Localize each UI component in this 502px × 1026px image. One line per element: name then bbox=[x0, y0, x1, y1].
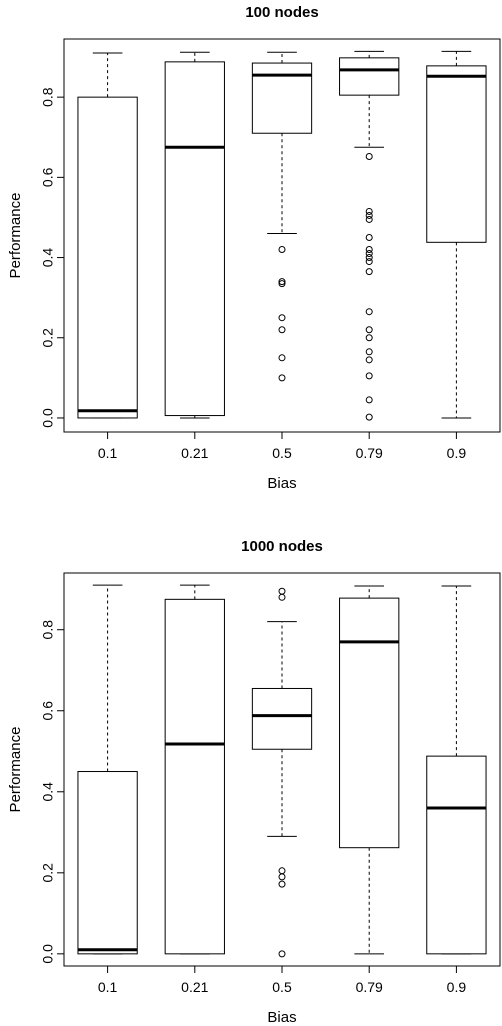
x-tick-label: 0.1 bbox=[98, 979, 118, 995]
outlier-point bbox=[278, 374, 286, 382]
x-tick-label: 0.1 bbox=[98, 445, 118, 461]
outlier-point bbox=[278, 354, 286, 362]
outlier-point bbox=[278, 278, 286, 286]
outlier-point bbox=[365, 413, 373, 421]
outlier-point bbox=[278, 280, 286, 288]
x-tick-label: 0.21 bbox=[181, 979, 208, 995]
outlier-point bbox=[278, 246, 286, 254]
box-iqr bbox=[77, 96, 138, 419]
outlier-point bbox=[278, 326, 286, 334]
outlier-point bbox=[365, 326, 373, 334]
box-iqr bbox=[251, 62, 313, 134]
outlier-point bbox=[365, 334, 373, 342]
box-iqr bbox=[339, 597, 400, 849]
y-tick-label: 0.0 bbox=[40, 944, 56, 964]
outlier-point bbox=[365, 250, 373, 258]
x-axis-label: Bias bbox=[267, 475, 296, 492]
outlier-point bbox=[365, 356, 373, 364]
x-tick-label: 0.9 bbox=[447, 979, 467, 995]
chart-title: 100 nodes bbox=[245, 4, 318, 21]
outlier-point bbox=[365, 215, 373, 223]
y-axis-label: Performance bbox=[7, 193, 24, 279]
outlier-point bbox=[278, 873, 286, 881]
outlier-point bbox=[365, 348, 373, 356]
box-iqr bbox=[77, 771, 138, 955]
outlier-point bbox=[365, 152, 373, 160]
outlier-point bbox=[365, 258, 373, 266]
outlier-point bbox=[365, 372, 373, 380]
outlier-point bbox=[278, 880, 286, 888]
y-tick-label: 0.4 bbox=[40, 782, 56, 802]
chart-title: 1000 nodes bbox=[241, 538, 323, 555]
y-tick-label: 0.8 bbox=[40, 87, 56, 107]
outlier-point bbox=[278, 867, 286, 875]
y-tick-label: 0.2 bbox=[40, 863, 56, 883]
outlier-point bbox=[365, 207, 373, 215]
outlier-point bbox=[365, 396, 373, 404]
outlier-point bbox=[365, 254, 373, 262]
x-tick-label: 0.21 bbox=[181, 445, 208, 461]
box-iqr bbox=[164, 598, 225, 955]
outlier-point bbox=[278, 950, 286, 958]
x-tick-label: 0.5 bbox=[272, 979, 292, 995]
y-tick-label: 0.6 bbox=[40, 167, 56, 187]
outlier-point bbox=[365, 246, 373, 254]
outlier-point bbox=[365, 308, 373, 316]
box-iqr bbox=[164, 61, 225, 417]
y-axis-label: Performance bbox=[7, 727, 24, 813]
x-tick-label: 0.9 bbox=[447, 445, 467, 461]
outlier-point bbox=[365, 234, 373, 242]
y-tick-label: 0.0 bbox=[40, 408, 56, 428]
box-iqr bbox=[339, 57, 400, 96]
outlier-point bbox=[278, 593, 286, 601]
y-tick-label: 0.6 bbox=[40, 701, 56, 721]
box-iqr bbox=[251, 687, 313, 750]
y-tick-label: 0.8 bbox=[40, 620, 56, 640]
outlier-point bbox=[278, 314, 286, 322]
y-tick-label: 0.2 bbox=[40, 328, 56, 348]
outlier-point bbox=[365, 211, 373, 219]
x-tick-label: 0.5 bbox=[272, 445, 292, 461]
outlier-point bbox=[278, 587, 286, 595]
box-iqr bbox=[426, 755, 487, 955]
y-tick-label: 0.4 bbox=[40, 248, 56, 268]
outlier-point bbox=[365, 268, 373, 276]
x-tick-label: 0.79 bbox=[356, 445, 383, 461]
x-tick-label: 0.79 bbox=[356, 979, 383, 995]
x-axis-label: Bias bbox=[267, 1009, 296, 1026]
box-iqr bbox=[426, 65, 487, 243]
